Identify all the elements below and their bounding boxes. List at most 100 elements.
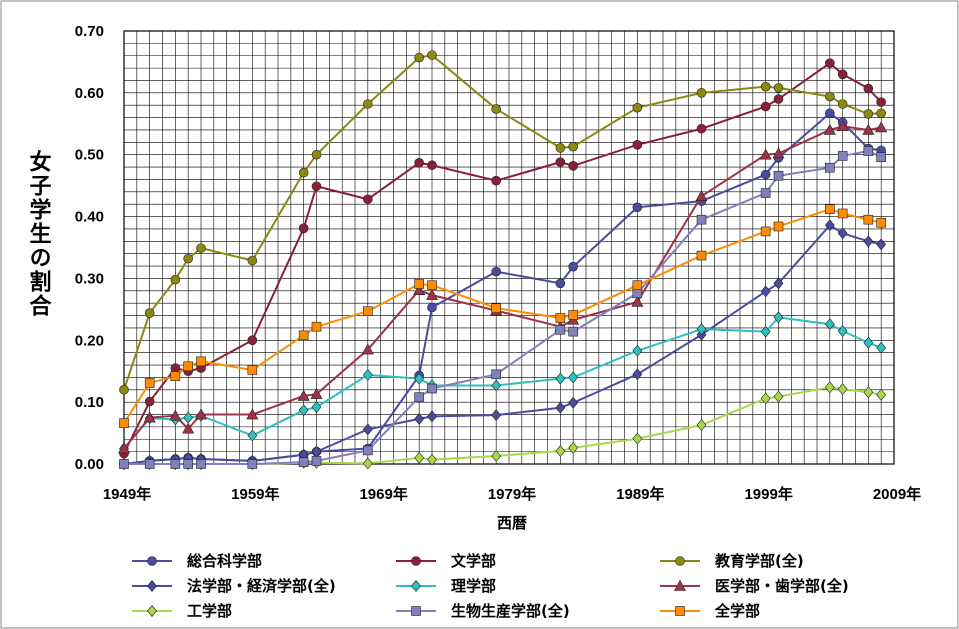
data-point xyxy=(170,363,181,373)
data-point xyxy=(491,175,501,186)
series-line xyxy=(123,62,882,454)
data-point xyxy=(760,392,771,405)
data-point xyxy=(632,140,643,150)
x-axis-title: 西暦 xyxy=(497,514,527,532)
legend-label: 工学部 xyxy=(187,602,232,620)
data-point xyxy=(298,223,309,234)
x-tick-label: 1979年 xyxy=(488,485,536,503)
data-point xyxy=(427,302,437,313)
data-point xyxy=(773,311,784,324)
data-point xyxy=(144,308,155,318)
x-tick-label: 1959年 xyxy=(231,485,279,503)
data-point xyxy=(568,310,578,320)
data-point xyxy=(427,410,437,423)
series-line xyxy=(123,208,882,424)
data-point xyxy=(632,202,643,213)
data-point xyxy=(568,161,578,171)
data-point xyxy=(414,372,425,385)
data-point xyxy=(568,371,579,384)
data-point xyxy=(491,266,501,277)
data-point xyxy=(632,368,643,381)
data-point xyxy=(568,441,579,454)
legend-marker xyxy=(411,556,421,566)
data-point xyxy=(863,109,874,119)
data-point xyxy=(182,422,195,434)
legend-item: 医学部・歯学部(全) xyxy=(660,577,849,595)
data-point xyxy=(414,279,424,289)
data-point xyxy=(170,371,181,381)
data-point xyxy=(695,190,708,201)
x-tick-label: 1949年 xyxy=(103,485,151,503)
legend-label: 生物生産学部(全) xyxy=(451,602,570,620)
data-point xyxy=(298,457,309,467)
data-point xyxy=(568,261,578,272)
data-point xyxy=(491,369,501,380)
data-point xyxy=(361,343,374,355)
data-point xyxy=(863,83,874,94)
data-point xyxy=(863,336,874,349)
legend-label: 教育学部(全) xyxy=(714,552,804,570)
data-point xyxy=(696,88,707,98)
data-point xyxy=(144,396,155,407)
legend-item: 全学部 xyxy=(660,602,760,620)
data-point xyxy=(555,157,566,167)
y-axis-title: 女子学生の割合 xyxy=(26,149,52,318)
series-line xyxy=(123,54,882,391)
data-point xyxy=(863,235,874,248)
data-point xyxy=(297,389,310,401)
data-point xyxy=(568,141,578,152)
legend-item: 生物生産学部(全) xyxy=(396,602,570,620)
data-point xyxy=(632,102,643,113)
data-point xyxy=(760,101,771,112)
data-point xyxy=(491,449,502,462)
legend-item: 総合科学部 xyxy=(132,552,262,570)
data-point xyxy=(555,313,566,323)
legend-marker xyxy=(411,580,421,592)
data-point xyxy=(119,384,129,395)
y-tick-label: 0.20 xyxy=(75,332,104,349)
plot-area-border xyxy=(123,30,895,465)
x-tick-label: 1999年 xyxy=(744,485,792,503)
data-point xyxy=(363,99,373,109)
data-point xyxy=(823,123,836,135)
data-point xyxy=(196,459,206,469)
data-point xyxy=(824,381,835,394)
legend-item: 工学部 xyxy=(132,602,232,620)
data-point xyxy=(311,149,322,160)
data-point xyxy=(414,157,424,168)
data-point xyxy=(119,459,129,469)
data-point xyxy=(183,361,193,372)
legend-label: 理学部 xyxy=(451,577,496,595)
data-point xyxy=(836,120,849,132)
data-point xyxy=(144,378,155,388)
data-point xyxy=(876,108,886,119)
legend-item: 文学部 xyxy=(396,552,496,570)
data-point xyxy=(247,429,258,442)
data-point xyxy=(837,69,848,80)
data-point xyxy=(311,321,322,332)
legend-marker xyxy=(147,605,157,617)
data-point xyxy=(876,341,887,354)
data-point xyxy=(183,253,193,264)
y-tick-label: 0.40 xyxy=(75,209,104,226)
series-line xyxy=(124,150,882,465)
data-point xyxy=(760,226,771,237)
legend-marker xyxy=(673,579,687,591)
data-point xyxy=(298,167,309,178)
data-point xyxy=(825,204,835,214)
data-point xyxy=(568,326,578,337)
series-line xyxy=(123,224,882,465)
legend: 総合科学部 文学部 教育学部(全) 法学部・経済学部(全) 理学部 医学部・歯学部(全) 工… xyxy=(132,552,849,620)
data-point xyxy=(863,386,874,399)
data-point xyxy=(363,194,373,205)
x-tick-label: 1989年 xyxy=(616,485,664,503)
data-point xyxy=(631,295,644,307)
data-point xyxy=(632,432,643,445)
data-point xyxy=(311,181,322,192)
data-point xyxy=(196,243,206,253)
y-tick-label: 0.70 xyxy=(75,23,104,40)
data-point xyxy=(491,303,501,313)
data-point xyxy=(117,442,131,454)
data-point xyxy=(247,255,258,266)
